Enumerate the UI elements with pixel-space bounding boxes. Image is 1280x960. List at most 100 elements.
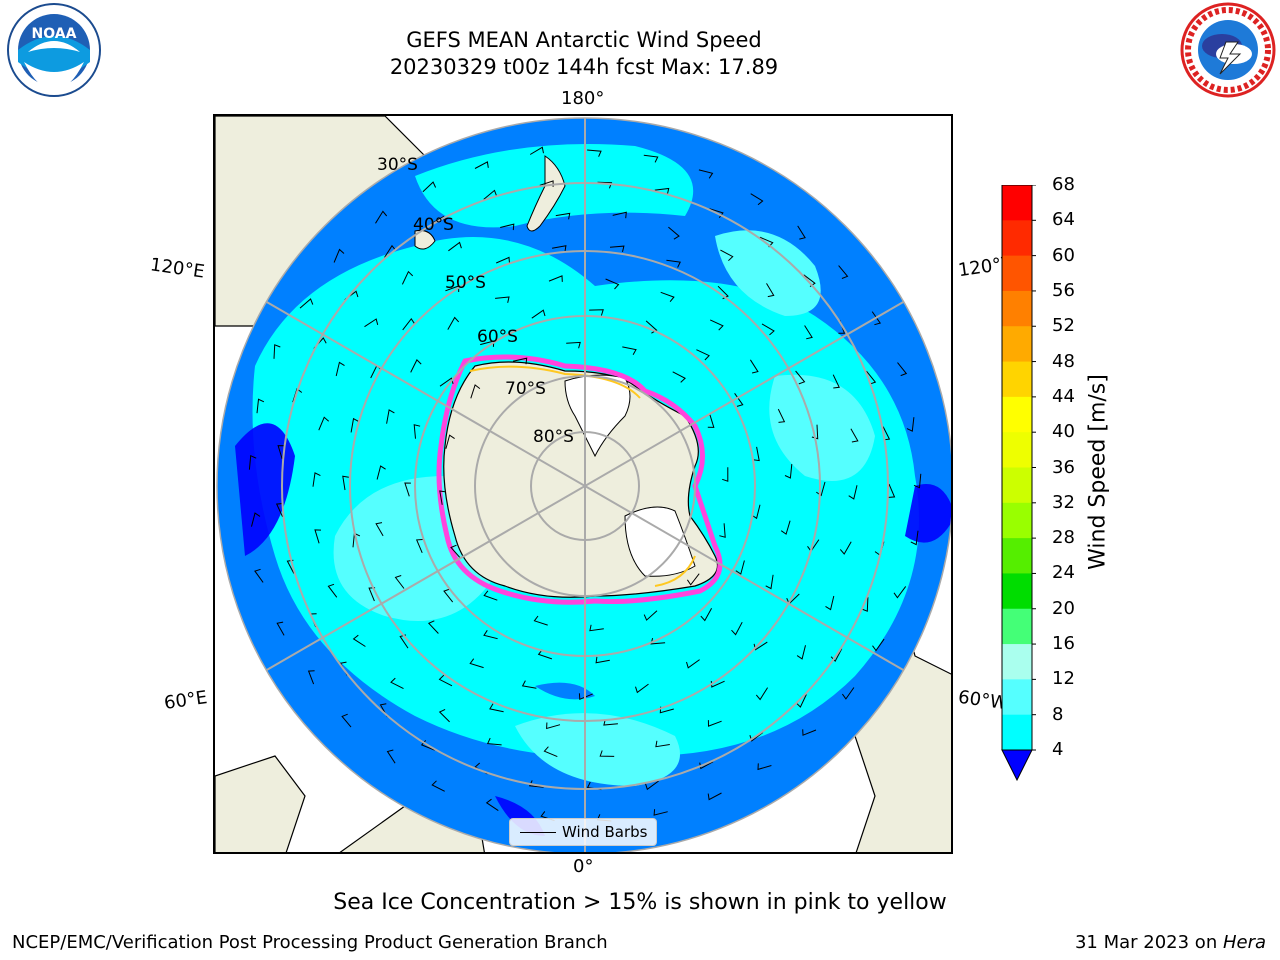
wind-barb bbox=[415, 539, 423, 553]
wind-barb bbox=[546, 722, 561, 730]
wind-barb bbox=[531, 309, 546, 319]
polar-map: 30°S 40°S 50°S 60°S 70°S 80°S bbox=[213, 114, 953, 854]
wind-barb bbox=[483, 189, 498, 200]
wind-barb bbox=[735, 560, 745, 575]
wind-barb bbox=[327, 583, 338, 598]
legend-label: Wind Barbs bbox=[562, 823, 648, 841]
wind-barb bbox=[256, 398, 265, 414]
wind-barb bbox=[552, 245, 567, 252]
wind-barb bbox=[495, 256, 510, 264]
wind-barb bbox=[709, 208, 724, 218]
colorbar-segment bbox=[1002, 290, 1032, 327]
wind-barb bbox=[893, 586, 907, 599]
wind-barb bbox=[489, 703, 504, 713]
wind-barb bbox=[483, 590, 498, 601]
colorbar-tick-label: 4 bbox=[1052, 739, 1064, 760]
wind-barb bbox=[445, 285, 460, 293]
wind-barb bbox=[797, 225, 806, 240]
wind-barb bbox=[443, 588, 454, 603]
wind-barb bbox=[913, 473, 922, 489]
wind-barbs bbox=[248, 146, 922, 822]
wind-barb bbox=[635, 683, 649, 694]
wind-barb bbox=[802, 729, 817, 736]
colorbar-tick-label: 48 bbox=[1052, 350, 1075, 372]
wind-barb bbox=[333, 248, 345, 263]
colorbar-tick-label: 12 bbox=[1052, 668, 1075, 690]
lat-label-50s: 50°S bbox=[445, 273, 486, 293]
wind-barb bbox=[548, 275, 563, 282]
wind-barb bbox=[445, 434, 455, 449]
wind-barb bbox=[587, 149, 602, 157]
wind-barb bbox=[364, 318, 379, 328]
wind-barb bbox=[350, 417, 360, 433]
wind-barb bbox=[795, 370, 806, 385]
colorbar-segment bbox=[1002, 502, 1032, 539]
wind-barb bbox=[470, 384, 481, 399]
wind-barb bbox=[719, 523, 726, 538]
wind-barb bbox=[707, 792, 722, 801]
wind-barb bbox=[450, 544, 461, 559]
wind-barb bbox=[830, 648, 843, 662]
wind-barb bbox=[609, 245, 625, 253]
wind-barb bbox=[838, 265, 849, 279]
wind-barb bbox=[643, 610, 658, 621]
wind-barb bbox=[755, 687, 769, 701]
wind-barb bbox=[512, 357, 528, 365]
colorbar-tick-label: 8 bbox=[1052, 703, 1064, 725]
wind-barb bbox=[438, 674, 453, 687]
wind-barb bbox=[753, 641, 768, 651]
wind-barb bbox=[431, 215, 446, 225]
wind-barb bbox=[766, 283, 775, 298]
wind-barb bbox=[645, 320, 658, 334]
wind-barb bbox=[390, 677, 404, 690]
wind-barb bbox=[653, 809, 668, 816]
wind-barb bbox=[696, 349, 710, 361]
wind-barb bbox=[612, 211, 627, 219]
wind-barb bbox=[861, 597, 869, 612]
wind-barb bbox=[599, 750, 615, 757]
wind-barb bbox=[404, 482, 411, 497]
wind-barb bbox=[765, 574, 774, 590]
wind-barb bbox=[500, 223, 515, 231]
wind-barb bbox=[448, 241, 462, 252]
wind-barb bbox=[486, 737, 502, 746]
wind-barb bbox=[431, 780, 445, 792]
wind-barb bbox=[825, 595, 835, 611]
footer-date-text: 31 Mar 2023 on bbox=[1074, 932, 1223, 953]
lat-label-30s: 30°S bbox=[377, 155, 418, 175]
wind-barb bbox=[700, 608, 713, 622]
footer-credit: NCEP/EMC/Verification Post Processing Pr… bbox=[12, 932, 608, 953]
wind-barb bbox=[804, 325, 813, 340]
wind-barb bbox=[709, 319, 724, 331]
wind-barb bbox=[650, 637, 666, 645]
lon-label-120e: 120°E bbox=[148, 254, 206, 283]
wind-barb bbox=[384, 244, 397, 258]
wind-barb bbox=[654, 187, 670, 195]
wind-barb bbox=[707, 720, 722, 727]
wind-barb bbox=[698, 169, 714, 179]
wind-barb bbox=[686, 573, 700, 586]
wind-barb bbox=[533, 615, 548, 626]
wind-barb bbox=[469, 658, 484, 669]
wind-barb bbox=[643, 154, 659, 163]
wind-barb bbox=[597, 181, 613, 189]
colorbar-segment bbox=[1002, 326, 1032, 363]
wind-barb bbox=[897, 362, 908, 377]
wind-barb bbox=[777, 408, 786, 423]
footer-machine: Hera bbox=[1222, 932, 1266, 953]
colorbar-segment bbox=[1002, 185, 1032, 221]
colorbar-segment bbox=[1002, 255, 1032, 292]
wind-barb bbox=[480, 340, 495, 347]
colorbar-segment bbox=[1002, 220, 1032, 257]
wind-barb bbox=[251, 512, 261, 527]
nws-logo-icon bbox=[1180, 2, 1276, 98]
colorbar-segment bbox=[1002, 608, 1032, 645]
colorbar-segment bbox=[1002, 644, 1032, 680]
colorbar-tick-label: 52 bbox=[1052, 315, 1075, 337]
lon-label-60e: 60°E bbox=[162, 687, 209, 714]
lat-label-70s: 70°S bbox=[505, 379, 546, 399]
wind-barb bbox=[438, 708, 450, 723]
wind-barb bbox=[605, 278, 620, 290]
wind-barb bbox=[248, 454, 257, 470]
wind-barb bbox=[888, 483, 896, 498]
